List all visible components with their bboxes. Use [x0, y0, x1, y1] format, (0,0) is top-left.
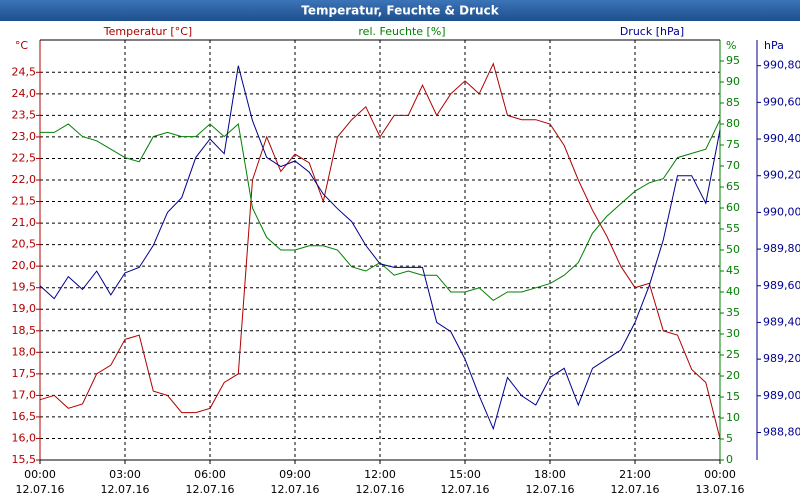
y-tick-label: 19,5: [12, 281, 37, 294]
x-tick-date: 12.07.16: [441, 483, 490, 496]
x-tick-label: 18:00: [534, 468, 566, 481]
title-bar: [0, 0, 800, 21]
y-tick-label: 16,0: [12, 431, 37, 444]
y2-tick-label: 70: [726, 159, 740, 172]
x-tick-label: 00:00: [704, 468, 736, 481]
x-tick-label: 03:00: [109, 468, 141, 481]
y2-axis-label: rel. Feuchte [%]: [358, 25, 445, 38]
y2-tick-label: 10: [726, 411, 740, 424]
y3-tick-label: 990,00: [763, 205, 800, 218]
y-tick-label: 15,5: [12, 453, 37, 466]
y3-tick-label: 990,40: [763, 132, 800, 145]
x-tick-label: 21:00: [619, 468, 651, 481]
y-tick-label: 17,0: [12, 388, 37, 401]
y-tick-label: 24,5: [12, 65, 37, 78]
y2-tick-label: 15: [726, 390, 740, 403]
x-tick-date: 12.07.16: [356, 483, 405, 496]
y2-tick-label: 95: [726, 54, 740, 67]
y-tick-label: 22,0: [12, 173, 37, 186]
x-tick-label: 06:00: [194, 468, 226, 481]
y3-tick-label: 990,60: [763, 95, 800, 108]
y3-tick-label: 989,40: [763, 315, 800, 328]
x-tick-date: 13.07.16: [696, 483, 745, 496]
y-tick-label: 16,5: [12, 410, 37, 423]
y3-tick-label: 990,80: [763, 59, 800, 72]
y2-unit: %: [726, 39, 736, 52]
x-tick-label: 09:00: [279, 468, 311, 481]
x-tick-label: 15:00: [449, 468, 481, 481]
y3-tick-label: 989,20: [763, 352, 800, 365]
y2-tick-label: 40: [726, 285, 740, 298]
y-tick-label: 21,5: [12, 195, 37, 208]
y-tick-label: 22,5: [12, 151, 37, 164]
y-tick-label: 24,0: [12, 87, 37, 100]
x-tick-date: 12.07.16: [16, 483, 65, 496]
chart-title: Temperatur, Feuchte & Druck: [301, 4, 499, 18]
line-series: [40, 119, 721, 302]
y3-tick-label: 989,60: [763, 279, 800, 292]
y2-tick-label: 60: [726, 201, 740, 214]
y3-unit: hPa: [764, 39, 784, 52]
y-tick-label: 23,0: [12, 130, 37, 143]
y2-tick-label: 30: [726, 327, 740, 340]
y3-tick-label: 989,80: [763, 242, 800, 255]
x-tick-date: 12.07.16: [271, 483, 320, 496]
y-tick-label: 21,0: [12, 216, 37, 229]
line-series: [39, 62, 721, 439]
y-tick-label: 20,0: [12, 259, 37, 272]
y3-tick-label: 989,00: [763, 389, 800, 402]
x-tick-date: 12.07.16: [101, 483, 150, 496]
y-unit: °C: [15, 39, 29, 52]
y2-tick-label: 75: [726, 138, 740, 151]
y2-tick-label: 35: [726, 306, 740, 319]
x-tick-date: 12.07.16: [611, 483, 660, 496]
line-series: [39, 65, 721, 431]
y2-tick-label: 85: [726, 96, 740, 109]
y2-tick-label: 45: [726, 264, 740, 277]
x-tick-label: 00:00: [24, 468, 56, 481]
x-tick-date: 12.07.16: [186, 483, 235, 496]
y2-tick-label: 0: [726, 453, 733, 466]
y-tick-label: 20,5: [12, 238, 37, 251]
y2-tick-label: 5: [726, 432, 733, 445]
y-tick-label: 18,5: [12, 324, 37, 337]
y2-tick-label: 55: [726, 222, 740, 235]
x-tick-label: 12:00: [364, 468, 396, 481]
y2-tick-label: 20: [726, 369, 740, 382]
y-axis-label: Temperatur [°C]: [103, 25, 192, 38]
y-tick-label: 17,5: [12, 367, 37, 380]
y2-tick-label: 90: [726, 75, 740, 88]
y-tick-label: 23,5: [12, 108, 37, 121]
y-tick-label: 19,0: [12, 302, 37, 315]
y2-tick-label: 25: [726, 348, 740, 361]
y3-axis-label: Druck [hPa]: [620, 25, 684, 38]
y3-tick-label: 988,80: [763, 425, 800, 438]
y2-tick-label: 65: [726, 180, 740, 193]
y-tick-label: 18,0: [12, 345, 37, 358]
y3-tick-label: 990,20: [763, 169, 800, 182]
y2-tick-label: 80: [726, 117, 740, 130]
x-tick-date: 12.07.16: [526, 483, 575, 496]
y2-tick-label: 50: [726, 243, 740, 256]
